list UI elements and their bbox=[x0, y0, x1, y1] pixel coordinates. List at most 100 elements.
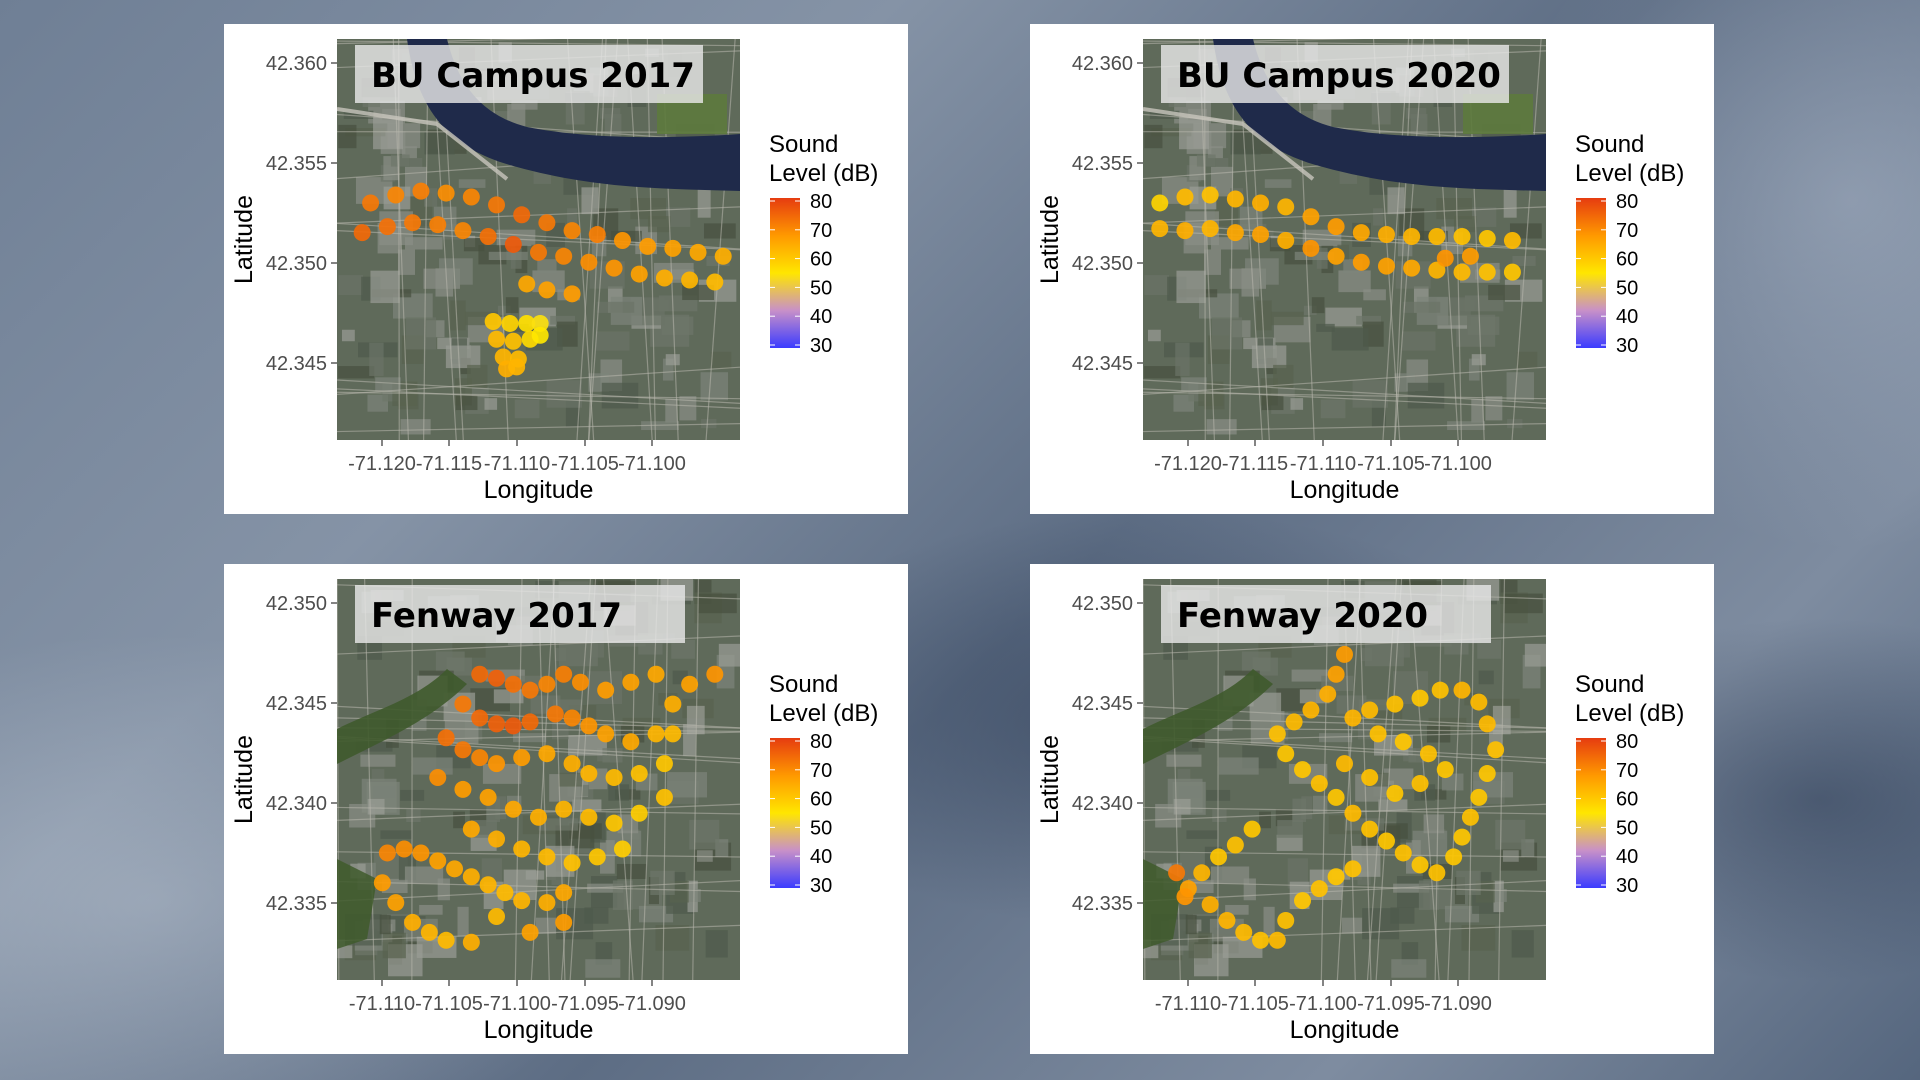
y-tick-label: 42.345 bbox=[266, 353, 327, 375]
chart-svg: BU Campus 2020 42.360 42.355 42.350 42.345 -7… bbox=[1036, 39, 1684, 504]
data-point bbox=[1352, 253, 1370, 271]
data-point bbox=[1503, 263, 1521, 281]
chart-title: Fenway 2017 bbox=[371, 596, 622, 636]
data-point bbox=[630, 804, 648, 822]
data-point bbox=[530, 243, 547, 261]
data-point bbox=[1176, 888, 1194, 906]
x-tick-label: -71.105 bbox=[551, 453, 619, 475]
data-point bbox=[538, 675, 556, 693]
data-point bbox=[373, 874, 391, 892]
legend-tick-label: 30 bbox=[1616, 335, 1638, 357]
chart-panel-bu-2017: BU Campus 2017 42.360 42.355 42.350 42.345 -7… bbox=[224, 24, 908, 514]
data-point bbox=[714, 247, 732, 265]
data-point bbox=[488, 196, 506, 214]
data-point bbox=[484, 312, 502, 330]
y-tick-label: 42.360 bbox=[266, 53, 327, 75]
data-point bbox=[588, 226, 606, 244]
data-point bbox=[1277, 198, 1295, 216]
legend-tick-label: 70 bbox=[810, 760, 832, 782]
x-tick-label: -71.120 bbox=[1154, 453, 1222, 475]
data-point bbox=[605, 259, 623, 277]
data-point bbox=[1151, 220, 1169, 238]
data-point bbox=[446, 860, 464, 878]
y-axis-title: Latitude bbox=[1036, 195, 1064, 284]
data-point bbox=[613, 231, 631, 249]
title-banner bbox=[1161, 585, 1491, 643]
data-point bbox=[1503, 231, 1521, 249]
data-point bbox=[706, 273, 724, 291]
data-point bbox=[521, 923, 539, 941]
data-point bbox=[508, 358, 526, 376]
data-point bbox=[353, 224, 371, 242]
data-point bbox=[1252, 931, 1270, 949]
data-point bbox=[563, 285, 581, 303]
legend-tick-label: 60 bbox=[810, 249, 832, 271]
data-point bbox=[1361, 701, 1379, 719]
data-point bbox=[1277, 745, 1295, 763]
data-point bbox=[454, 222, 472, 240]
data-point bbox=[501, 314, 519, 332]
chart-title: BU Campus 2020 bbox=[1177, 56, 1501, 96]
x-tick-label: -71.095 bbox=[1357, 993, 1425, 1015]
data-point bbox=[488, 330, 506, 348]
x-tick-label: -71.115 bbox=[416, 453, 482, 475]
data-point bbox=[1369, 725, 1387, 743]
y-tick-label: 42.335 bbox=[1072, 893, 1133, 915]
data-point bbox=[555, 913, 573, 931]
data-point bbox=[462, 820, 480, 838]
data-point bbox=[462, 188, 480, 206]
legend-tick-label: 40 bbox=[810, 846, 832, 868]
data-point bbox=[555, 884, 573, 902]
y-tick-label: 42.360 bbox=[1072, 53, 1133, 75]
data-point bbox=[1210, 848, 1228, 866]
chart-svg: Fenway 2020 42.350 42.345 42.340 42.335 -71.1… bbox=[1036, 579, 1684, 1044]
data-point bbox=[437, 184, 455, 202]
data-point bbox=[1478, 230, 1496, 248]
data-point bbox=[1327, 247, 1345, 265]
legend-tick-label: 80 bbox=[1616, 731, 1638, 753]
legend-title: Level (dB) bbox=[1575, 160, 1684, 187]
chart-panel-fenway-2020: Fenway 2020 42.350 42.345 42.340 42.335 -71.1… bbox=[1030, 564, 1714, 1054]
legend-tick-label: 80 bbox=[810, 731, 832, 753]
data-point bbox=[655, 269, 673, 287]
data-point bbox=[664, 725, 682, 743]
data-point bbox=[622, 673, 640, 691]
legend-title: Sound bbox=[769, 131, 838, 158]
data-point bbox=[1319, 685, 1337, 703]
data-point bbox=[580, 253, 598, 271]
data-point bbox=[513, 840, 531, 858]
legend-colorbar bbox=[1576, 738, 1606, 888]
data-point bbox=[479, 876, 497, 894]
data-point bbox=[1344, 860, 1362, 878]
data-point bbox=[1218, 911, 1236, 929]
data-point bbox=[1377, 832, 1395, 850]
data-point bbox=[471, 749, 489, 767]
x-tick-label: -71.100 bbox=[483, 993, 551, 1015]
data-point bbox=[1431, 681, 1449, 699]
chart-svg: BU Campus 2017 42.360 42.355 42.350 42.345 -7… bbox=[230, 39, 878, 504]
data-point bbox=[630, 765, 648, 783]
legend-tick-label: 60 bbox=[1616, 249, 1638, 271]
legend-tick-label: 30 bbox=[810, 335, 832, 357]
data-point bbox=[1277, 911, 1295, 929]
data-point bbox=[1436, 249, 1454, 267]
data-point bbox=[1327, 868, 1345, 886]
x-tick-label: -71.110 bbox=[484, 453, 550, 475]
chart-panel-bu-2020: BU Campus 2020 42.360 42.355 42.350 42.345 -7… bbox=[1030, 24, 1714, 514]
data-point bbox=[647, 725, 665, 743]
data-point bbox=[454, 741, 472, 759]
y-tick-label: 42.350 bbox=[1072, 593, 1133, 615]
data-point bbox=[655, 788, 673, 806]
legend-tick-label: 30 bbox=[810, 875, 832, 897]
data-point bbox=[1302, 701, 1320, 719]
legend-title: Sound bbox=[1575, 131, 1644, 158]
x-tick-label: -71.115 bbox=[1222, 453, 1288, 475]
x-tick-label: -71.105 bbox=[1357, 453, 1425, 475]
data-point bbox=[1445, 848, 1463, 866]
x-tick-label: -71.120 bbox=[348, 453, 416, 475]
data-point bbox=[1428, 228, 1446, 246]
data-point bbox=[531, 314, 549, 332]
data-point bbox=[1310, 774, 1328, 792]
data-point bbox=[496, 884, 514, 902]
legend-tick-label: 50 bbox=[1616, 277, 1638, 299]
